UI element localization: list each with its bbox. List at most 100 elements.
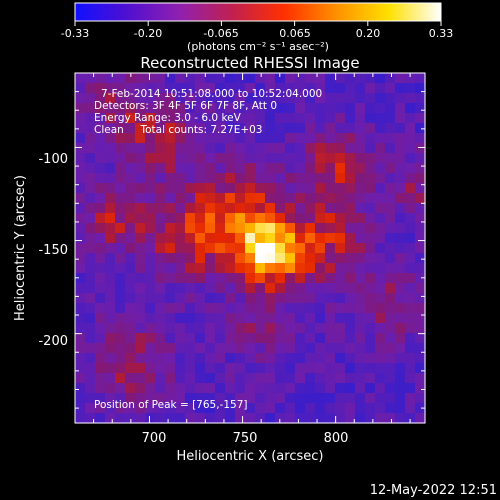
heatmap-cell — [115, 313, 126, 324]
heatmap-cell — [315, 363, 326, 374]
heatmap-cell — [255, 133, 266, 144]
heatmap-cell — [255, 403, 266, 414]
heatmap-cell — [245, 213, 256, 224]
heatmap-cell — [255, 153, 266, 164]
heatmap-cell — [135, 163, 146, 174]
heatmap-cell — [375, 393, 386, 404]
heatmap-cell — [85, 353, 96, 364]
heatmap-cell — [175, 213, 186, 224]
heatmap-cell — [205, 393, 216, 404]
heatmap-cell — [195, 233, 206, 244]
heatmap-cell — [335, 293, 346, 304]
heatmap-cell — [405, 233, 416, 244]
heatmap-cell — [105, 263, 116, 274]
heatmap-cell — [415, 73, 426, 84]
heatmap-cell — [105, 383, 116, 394]
heatmap-cell — [75, 343, 86, 354]
heatmap-cell — [325, 183, 336, 194]
heatmap-cell — [365, 193, 376, 204]
heatmap-cell — [305, 223, 316, 234]
heatmap-cell — [115, 323, 126, 334]
heatmap-cell — [95, 143, 106, 154]
heatmap-cell — [235, 393, 246, 404]
colorbar-unit-label: (photons cm⁻² s⁻¹ asec⁻²) — [187, 40, 329, 53]
heatmap-cell — [155, 303, 166, 314]
heatmap-cell — [105, 173, 116, 184]
heatmap-cell — [405, 73, 416, 84]
heatmap-cell — [105, 83, 116, 94]
heatmap-cell — [95, 113, 106, 124]
heatmap-cell — [415, 333, 426, 344]
heatmap-cell — [355, 83, 366, 94]
heatmap-cell — [295, 253, 306, 264]
heatmap-cell — [385, 393, 396, 404]
heatmap-cell — [115, 173, 126, 184]
heatmap-cell — [185, 153, 196, 164]
colorbar-tick-0: -0.33 — [61, 27, 89, 40]
heatmap-cell — [85, 323, 96, 334]
heatmap-cell — [345, 293, 356, 304]
heatmap-cell — [275, 333, 286, 344]
heatmap-cell — [245, 133, 256, 144]
heatmap-cell — [75, 283, 86, 294]
info-block: 7-Feb-2014 10:51:08.000 to 10:52:04.000 … — [94, 88, 322, 136]
heatmap-cell — [345, 393, 356, 404]
heatmap-cell — [95, 203, 106, 214]
heatmap-cell — [115, 273, 126, 284]
heatmap-cell — [255, 163, 266, 174]
heatmap-cell — [125, 253, 136, 264]
heatmap-cell — [295, 133, 306, 144]
heatmap-cell — [125, 83, 136, 94]
heatmap-cell — [125, 293, 136, 304]
heatmap-cell — [225, 203, 236, 214]
heatmap-cell — [95, 83, 106, 94]
colorbar-tick-4: 0.20 — [356, 27, 381, 40]
heatmap-cell — [385, 353, 396, 364]
heatmap-cell — [245, 253, 256, 264]
heatmap-cell — [135, 113, 146, 124]
heatmap-cell — [135, 193, 146, 204]
heatmap-cell — [215, 73, 226, 84]
heatmap-cell — [265, 133, 276, 144]
heatmap-cell — [75, 403, 86, 414]
heatmap-cell — [305, 123, 316, 134]
heatmap-cell — [135, 413, 146, 424]
heatmap-cell — [365, 413, 376, 424]
heatmap-cell — [85, 293, 96, 304]
heatmap-cell — [105, 343, 116, 354]
heatmap-cell — [415, 383, 426, 394]
heatmap-cell — [205, 103, 216, 114]
heatmap-cell — [85, 123, 96, 134]
heatmap-cell — [255, 73, 266, 84]
heatmap-cell — [185, 343, 196, 354]
y-tick-label-neg200: -200 — [38, 334, 68, 349]
heatmap-cell — [135, 203, 146, 214]
heatmap-cell — [95, 73, 106, 84]
heatmap-cell — [235, 273, 246, 284]
colorbar-strip — [74, 2, 442, 22]
heatmap-cell — [235, 243, 246, 254]
heatmap-cell — [215, 183, 226, 194]
heatmap-cell — [315, 273, 326, 284]
heatmap-cell — [135, 223, 146, 234]
heatmap-cell — [345, 203, 356, 214]
heatmap-cell — [305, 83, 316, 94]
heatmap-cell — [385, 283, 396, 294]
heatmap-cell — [115, 193, 126, 204]
heatmap-cell — [345, 173, 356, 184]
heatmap-cell — [95, 153, 106, 164]
heatmap-cell — [315, 313, 326, 324]
heatmap-cell — [135, 363, 146, 374]
heatmap-cell — [335, 323, 346, 334]
heatmap-cell — [315, 223, 326, 234]
heatmap-cell — [75, 213, 86, 224]
heatmap-cell — [115, 363, 126, 374]
heatmap-cell — [215, 103, 226, 114]
heatmap-cell — [225, 93, 236, 104]
heatmap-cell — [335, 183, 346, 194]
heatmap-cell — [185, 323, 196, 334]
heatmap-cell — [325, 73, 336, 84]
heatmap-cell — [145, 133, 156, 144]
heatmap-cell — [225, 163, 236, 174]
heatmap-cell — [225, 193, 236, 204]
